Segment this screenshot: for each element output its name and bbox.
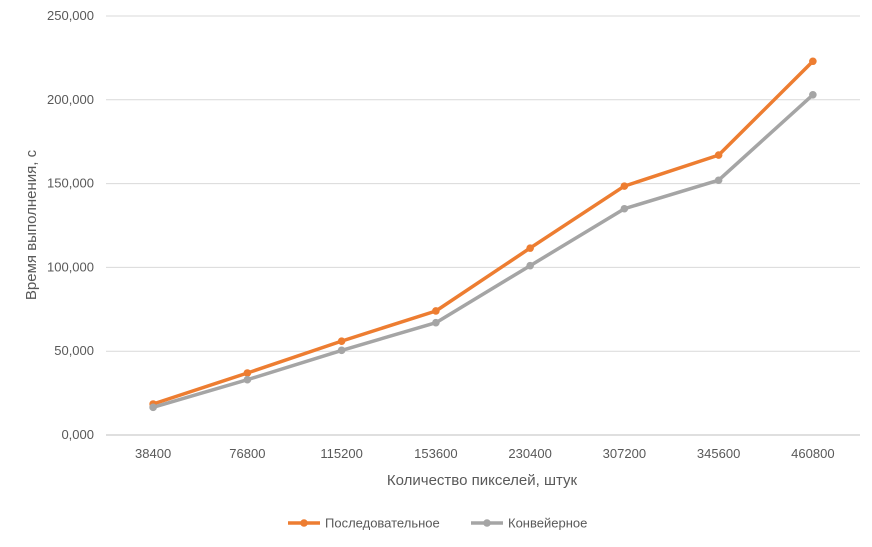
legend-marker bbox=[300, 519, 308, 527]
y-tick-label: 0,000 bbox=[61, 427, 94, 442]
data-point bbox=[337, 346, 346, 355]
legend-label: Конвейерное bbox=[508, 516, 587, 531]
data-point bbox=[526, 244, 534, 252]
y-tick-label: 250,000 bbox=[47, 8, 94, 23]
gridlines bbox=[106, 15, 860, 436]
data-point bbox=[149, 403, 157, 412]
y-tick-label: 100,000 bbox=[47, 259, 94, 274]
x-axis-title: Количество пикселей, штук bbox=[387, 472, 578, 489]
series-2 bbox=[149, 90, 817, 412]
y-tick-label: 50,000 bbox=[54, 343, 94, 358]
data-point bbox=[526, 261, 534, 270]
series-group bbox=[149, 57, 817, 412]
data-point bbox=[714, 151, 723, 159]
data-point bbox=[432, 307, 440, 315]
legend-marker bbox=[483, 519, 491, 527]
y-tick-label: 150,000 bbox=[47, 176, 94, 191]
data-point bbox=[337, 337, 346, 345]
legend-item: Конвейерное bbox=[471, 516, 587, 531]
legend-label: Последовательное bbox=[325, 516, 440, 531]
x-tick-label: 345600 bbox=[697, 446, 740, 461]
series-1 bbox=[149, 57, 817, 408]
legend: Последовательное Конвейерное bbox=[288, 516, 587, 531]
data-point bbox=[432, 318, 440, 327]
data-point bbox=[620, 204, 629, 213]
x-tick-label: 76800 bbox=[229, 446, 265, 461]
series-line bbox=[151, 93, 815, 410]
y-axis-ticks: 0,000 50,000 100,000 150,000 200,000 250,000 bbox=[47, 8, 94, 442]
series-line bbox=[151, 59, 815, 406]
x-tick-label: 230400 bbox=[508, 446, 551, 461]
data-point bbox=[809, 57, 817, 66]
legend-item: Последовательное bbox=[288, 516, 440, 531]
x-tick-label: 460800 bbox=[791, 446, 834, 461]
x-tick-label: 153600 bbox=[414, 446, 457, 461]
x-tick-label: 38400 bbox=[135, 446, 171, 461]
data-point bbox=[714, 176, 723, 185]
y-tick-label: 200,000 bbox=[47, 92, 94, 107]
data-point bbox=[243, 369, 252, 377]
x-axis-ticks: 38400 76800 115200 153600 230400 307200 345600… bbox=[135, 446, 835, 461]
x-tick-label: 115200 bbox=[320, 446, 362, 461]
data-point bbox=[809, 90, 817, 99]
y-axis-title: Время выполнения, с bbox=[23, 149, 40, 300]
data-point bbox=[620, 182, 629, 190]
data-point bbox=[243, 375, 252, 384]
x-tick-label: 307200 bbox=[603, 446, 646, 461]
